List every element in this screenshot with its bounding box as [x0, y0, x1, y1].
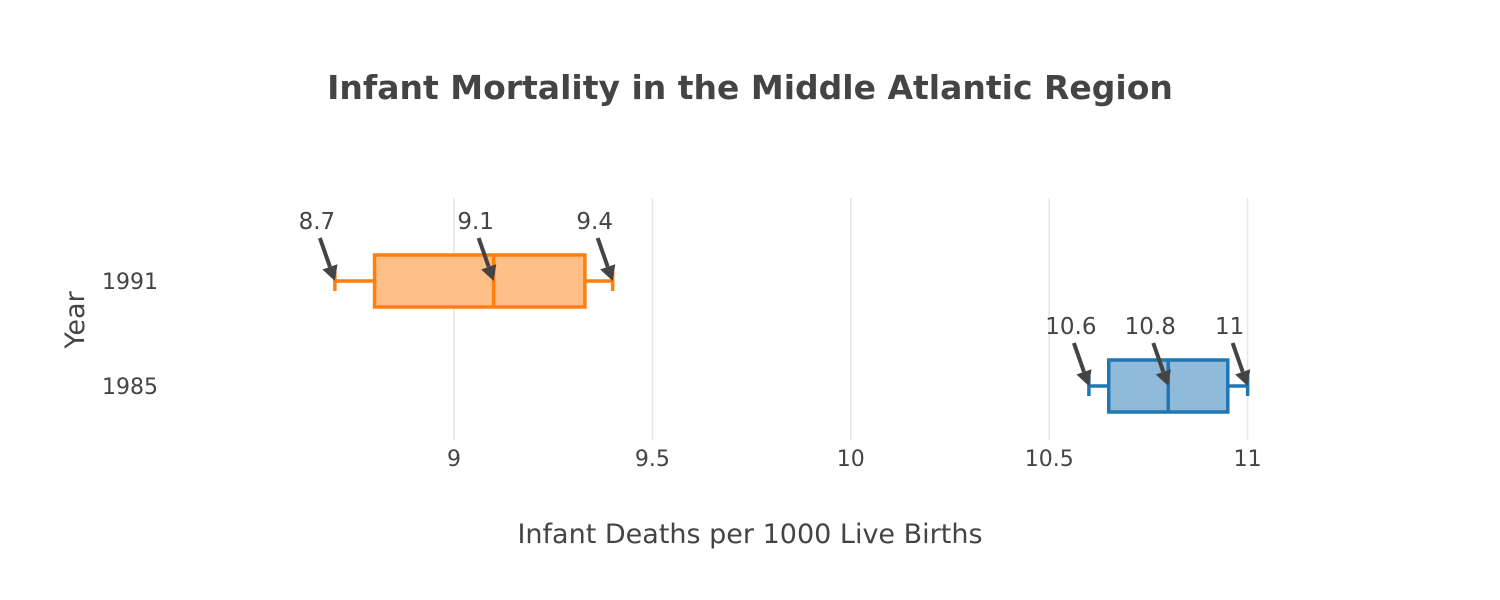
annotation-label: 10.8	[1125, 314, 1176, 340]
annotation-label: 9.4	[576, 209, 613, 235]
annotation-label: 11	[1215, 314, 1244, 340]
x-axis-title: Infant Deaths per 1000 Live Births	[517, 519, 982, 550]
x-tick-label: 10	[837, 447, 865, 472]
x-tick-label: 11	[1234, 447, 1262, 472]
annotation-arrow-shaft	[318, 237, 332, 268]
tick-labels-layer: 9 9.5 10 10.5 11 1991 1985	[102, 270, 1262, 472]
x-tick-label: 9	[447, 447, 461, 472]
annotation-arrow-shaft	[1230, 342, 1245, 373]
annotation-arrow-head	[1155, 369, 1171, 386]
annotation: 10.6	[1045, 314, 1097, 386]
annotation-arrow-shaft	[1151, 342, 1166, 373]
annotation: 10.8	[1125, 314, 1176, 386]
chart-title: Infant Mortality in the Middle Atlantic …	[327, 68, 1173, 107]
annotations-layer: 8.7 9.1 9.4 10.6 10.8 11	[299, 209, 1251, 386]
annotation-arrow-shaft	[476, 237, 491, 268]
x-tick-label: 9.5	[635, 447, 670, 472]
annotation: 11	[1215, 314, 1251, 386]
annotation-arrow-shaft	[595, 237, 610, 268]
box-1991	[333, 253, 615, 309]
annotation: 8.7	[299, 209, 338, 281]
annotation-label: 10.6	[1045, 314, 1096, 340]
annotation-arrow-shaft	[1072, 342, 1086, 373]
annotation-arrow-head	[322, 264, 338, 281]
box-iqr	[372, 253, 587, 309]
y-tick-label: 1985	[102, 375, 158, 400]
boxes-layer	[333, 253, 1250, 414]
annotation-arrow-head	[481, 264, 497, 281]
annotation: 9.4	[576, 209, 616, 281]
annotation-arrow-head	[600, 264, 616, 281]
annotation-label: 8.7	[299, 209, 336, 235]
y-tick-label: 1991	[102, 270, 158, 295]
y-axis-title: Year	[60, 291, 91, 350]
annotation-arrow-head	[1235, 369, 1251, 386]
x-tick-label: 10.5	[1025, 447, 1074, 472]
annotation: 9.1	[457, 209, 497, 281]
annotation-arrow-head	[1076, 369, 1092, 386]
gridlines	[453, 198, 1249, 440]
annotation-label: 9.1	[457, 209, 494, 235]
